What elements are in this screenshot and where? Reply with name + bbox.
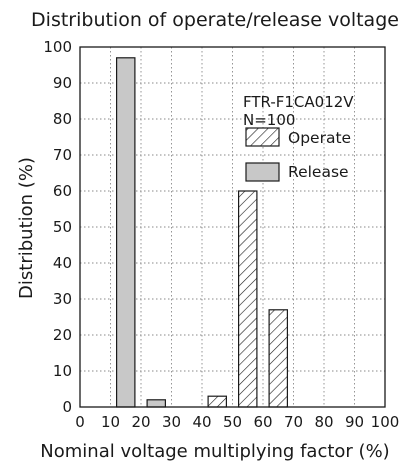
x-axis-label: Nominal voltage multiplying factor (%) [40, 441, 389, 462]
y-tick-label: 40 [53, 254, 72, 272]
x-tick-label: 80 [314, 413, 333, 431]
bar-operate [269, 310, 287, 407]
y-tick-label: 60 [53, 182, 72, 200]
x-tick-label: 10 [101, 413, 120, 431]
legend-swatch-operate [246, 128, 279, 146]
y-tick-label: 70 [53, 146, 72, 164]
x-tick-label: 90 [345, 413, 364, 431]
x-tick-label: 40 [192, 413, 211, 431]
x-tick-label: 0 [75, 413, 85, 431]
bar-operate [208, 396, 226, 407]
y-tick-label: 30 [53, 290, 72, 308]
x-tick-label: 70 [284, 413, 303, 431]
legend-label-release: Release [288, 163, 349, 181]
y-tick-label: 10 [53, 362, 72, 380]
annotation-model: FTR-F1CA012V [243, 93, 354, 111]
legend-swatch-release [246, 163, 279, 181]
bar-release [147, 400, 165, 407]
y-tick-label: 50 [53, 218, 72, 236]
legend-label-operate: Operate [288, 129, 351, 147]
y-tick-label: 80 [53, 110, 72, 128]
y-axis-label: Distribution (%) [16, 157, 37, 299]
x-tick-label: 20 [131, 413, 150, 431]
bar-release [117, 58, 135, 407]
y-tick-label: 90 [53, 74, 72, 92]
y-tick-label: 0 [62, 398, 72, 416]
annotation-sample-size: N=100 [243, 111, 295, 129]
x-tick-label: 100 [371, 413, 400, 431]
x-tick-label: 50 [223, 413, 242, 431]
x-tick-label: 60 [253, 413, 272, 431]
y-tick-label: 100 [43, 38, 72, 56]
y-tick-label: 20 [53, 326, 72, 344]
x-tick-label: 30 [162, 413, 181, 431]
chart-title: Distribution of operate/release voltage [31, 9, 399, 31]
bar-operate [239, 191, 257, 407]
